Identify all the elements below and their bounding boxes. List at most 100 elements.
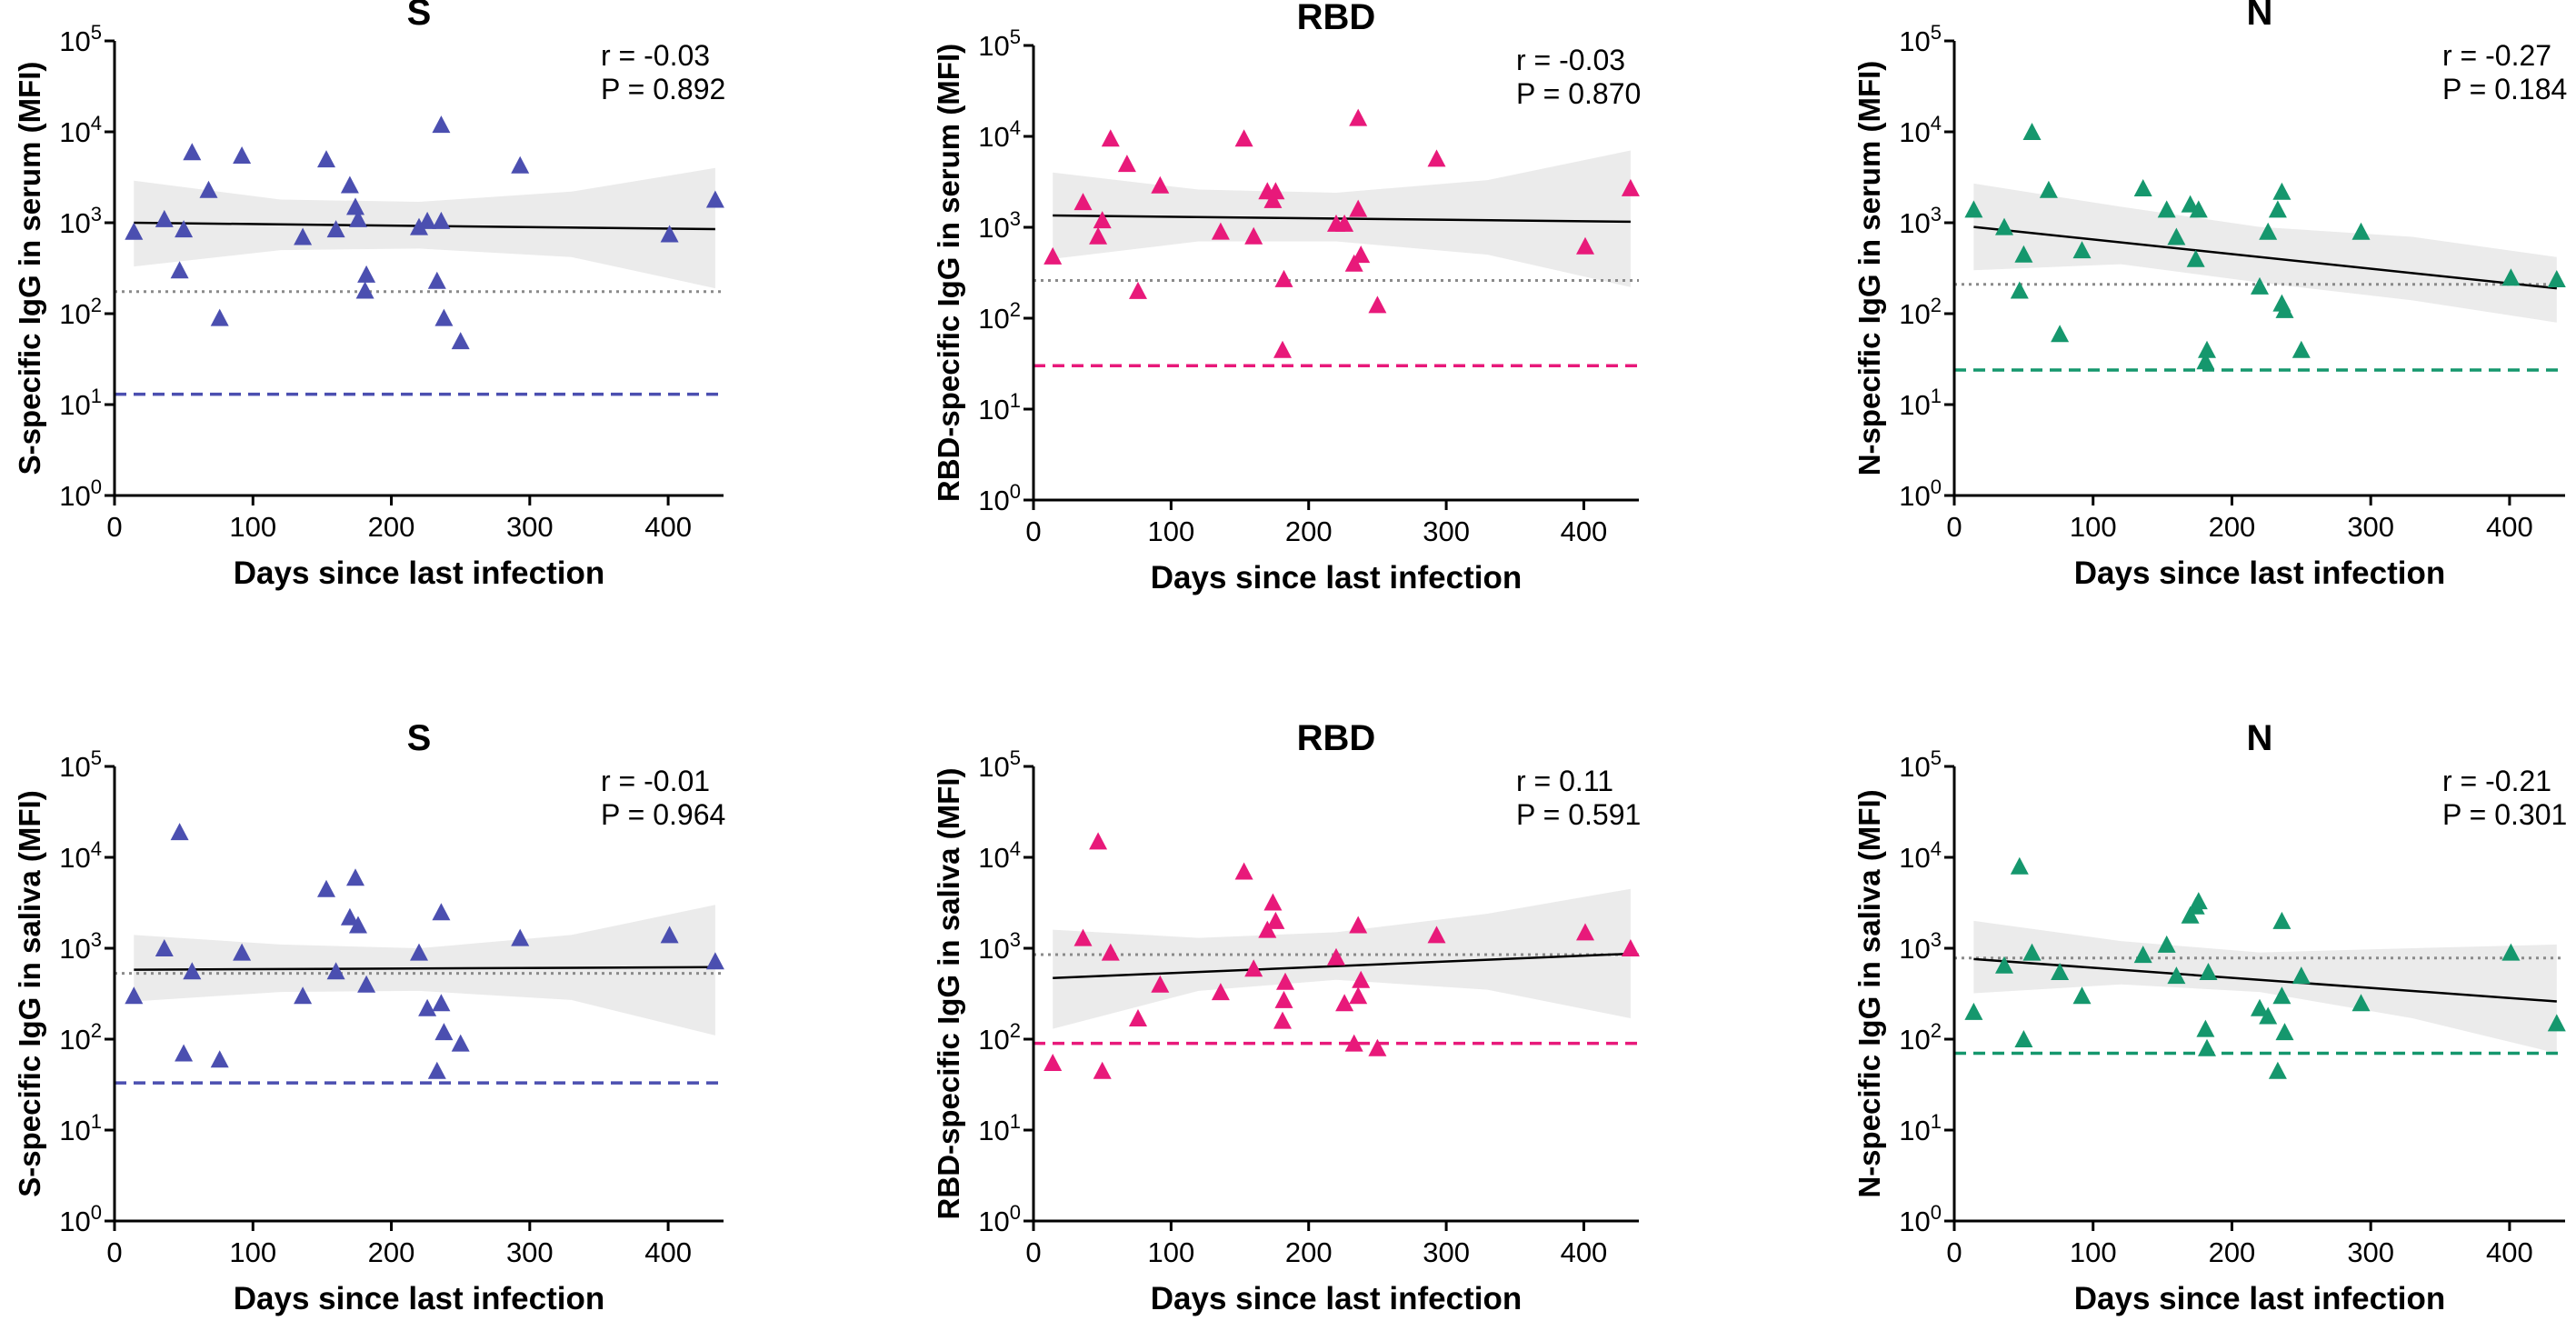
regression-line <box>1973 957 2557 1003</box>
data-point-triangle <box>125 986 144 1005</box>
data-point-triangle <box>1335 214 1354 232</box>
data-point-triangle <box>2272 911 2291 929</box>
p-value-label: P = 0.591 <box>1516 798 1641 831</box>
data-point-triangle <box>2351 994 2371 1012</box>
data-point-triangle <box>2022 123 2042 140</box>
data-point-triangle <box>1352 245 1371 264</box>
panel-title: N <box>2247 718 2273 758</box>
data-point-triangle <box>2351 222 2371 240</box>
data-point-triangle <box>427 1061 446 1079</box>
data-point-triangle <box>434 1023 454 1041</box>
y-tick-label: 103 <box>59 203 102 239</box>
data-point-triangle <box>210 1050 229 1068</box>
data-point-triangle <box>2547 1014 2566 1032</box>
data-point-triangle <box>1349 199 1368 217</box>
y-tick-label: 104 <box>59 837 102 874</box>
data-point-triangle <box>1211 983 1230 1001</box>
data-point-triangle <box>1151 975 1170 993</box>
data-point-triangle <box>1576 923 1594 941</box>
data-point-triangle <box>317 150 335 168</box>
y-tick-label: 104 <box>978 837 1021 874</box>
x-tick-label: 300 <box>1423 1236 1470 1268</box>
data-point-triangle <box>1964 200 1983 218</box>
x-tick-label: 0 <box>106 511 122 543</box>
data-point-triangle <box>175 220 194 238</box>
data-point-triangle <box>1352 970 1371 988</box>
y-tick-label: 104 <box>1899 112 1942 148</box>
data-point-triangle <box>1089 226 1108 245</box>
panel-title: S <box>407 0 432 33</box>
data-point-triangle <box>1995 956 2013 974</box>
data-point-triangle <box>2272 182 2291 200</box>
x-tick-label: 300 <box>2347 511 2394 543</box>
data-point-triangle <box>1073 928 1093 946</box>
y-tick-label: 102 <box>59 1019 102 1056</box>
y-tick-label: 105 <box>978 25 1021 62</box>
data-point-triangle <box>1335 994 1354 1012</box>
y-axis-label: N-specific IgG in serum (MFI) <box>1852 61 1886 476</box>
data-point-triangle <box>2157 935 2176 953</box>
data-point-triangle <box>432 994 451 1012</box>
data-point-triangle <box>1349 108 1368 126</box>
y-tick-label: 105 <box>59 21 102 57</box>
y-tick-label: 100 <box>59 475 102 512</box>
panel-title: RBD <box>1297 0 1376 37</box>
x-tick-label: 100 <box>229 511 276 543</box>
y-tick-label: 100 <box>978 1201 1021 1237</box>
correlation-r-label: r = -0.03 <box>1516 44 1625 76</box>
y-tick-label: 101 <box>978 389 1021 425</box>
p-value-label: P = 0.301 <box>2442 798 2567 831</box>
data-point-triangle <box>1368 1038 1387 1056</box>
x-tick-label: 300 <box>1423 515 1470 547</box>
y-tick-label: 104 <box>59 112 102 148</box>
data-point-triangle <box>2251 276 2269 295</box>
x-tick-label: 200 <box>368 511 415 543</box>
y-tick-label: 101 <box>1899 1110 1942 1146</box>
data-point-triangle <box>346 197 364 215</box>
data-point-triangle <box>2022 943 2042 961</box>
regression-line <box>1973 225 2557 290</box>
data-point-triangle <box>155 209 174 227</box>
data-point-triangle <box>1244 959 1263 977</box>
data-point-triangle <box>1273 340 1292 358</box>
y-tick-label: 105 <box>978 746 1021 783</box>
y-tick-label: 101 <box>59 385 102 421</box>
data-point-triangle <box>1344 254 1363 272</box>
y-tick-label: 105 <box>59 746 102 783</box>
data-point-triangle <box>1427 926 1446 944</box>
data-point-triangle <box>2039 180 2058 198</box>
panel-title: S <box>407 718 432 758</box>
panel-title: RBD <box>1297 718 1376 758</box>
data-point-triangle <box>451 332 470 350</box>
data-point-triangle <box>418 998 437 1016</box>
data-point-triangle <box>2014 1030 2033 1047</box>
data-point-triangle <box>326 220 345 238</box>
data-point-triangle <box>1073 193 1093 211</box>
x-tick-label: 400 <box>644 1236 692 1268</box>
x-tick-label: 100 <box>229 1236 276 1268</box>
correlation-r-label: r = -0.21 <box>2442 765 2551 797</box>
y-tick-label: 103 <box>59 928 102 965</box>
y-tick-label: 105 <box>1899 21 1942 57</box>
data-point-triangle <box>1344 1034 1363 1052</box>
data-point-triangle <box>233 146 252 164</box>
y-tick-label: 100 <box>59 1201 102 1237</box>
data-point-triangle <box>349 916 367 934</box>
data-point-triangle <box>511 928 530 946</box>
data-point-triangle <box>183 143 202 161</box>
y-axis-label: S-specific IgG in serum (MFI) <box>13 62 46 475</box>
regression-line <box>1053 952 1631 980</box>
x-tick-label: 400 <box>1561 515 1608 547</box>
correlation-r-label: r = -0.03 <box>601 39 710 72</box>
data-point-triangle <box>340 907 359 926</box>
data-point-triangle <box>1349 916 1368 934</box>
p-value-label: P = 0.964 <box>601 798 725 831</box>
x-tick-label: 400 <box>2486 511 2533 543</box>
data-point-triangle <box>2133 946 2152 964</box>
data-point-triangle <box>317 879 335 897</box>
data-point-triangle <box>432 903 451 921</box>
